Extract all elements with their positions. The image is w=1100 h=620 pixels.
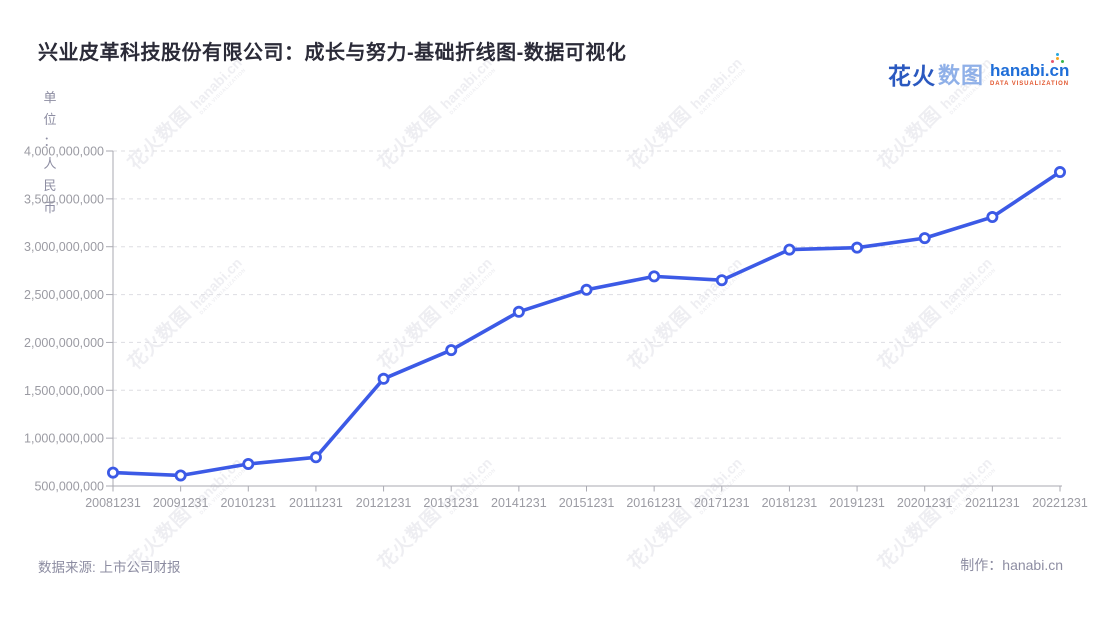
y-tick-label: 1,000,000,000	[24, 432, 104, 446]
y-tick-label: 3,000,000,000	[24, 240, 104, 254]
data-point-20221231[interactable]	[1054, 166, 1067, 179]
line-series	[111, 170, 1062, 478]
x-tick-label: 20151231	[559, 496, 615, 510]
data-point-20121231[interactable]	[377, 372, 390, 385]
x-tick-label: 20221231	[1032, 496, 1088, 510]
logo-wordmark: hanabi.cn DATA VISUALIZATION	[990, 56, 1070, 87]
sparkle-icon	[1056, 56, 1060, 60]
y-tick-label: 2,500,000,000	[24, 288, 104, 302]
credit-label: 制作：hanabi.cn	[960, 557, 1063, 573]
y-axis-unit-char: 单	[43, 90, 57, 105]
x-tick-label: 20091231	[153, 496, 209, 510]
x-tick-label: 20131231	[423, 496, 479, 510]
logo-text-cn-primary: 花火	[888, 63, 936, 89]
y-tick-label: 2,000,000,000	[24, 336, 104, 350]
logo-domain-text: hanabi.cn	[990, 60, 1070, 80]
y-tick-label: 3,500,000,000	[24, 192, 104, 206]
y-axis-unit-char: ：	[43, 134, 57, 149]
y-axis-unit-char: 币	[43, 200, 57, 215]
data-point-20211231[interactable]	[986, 211, 999, 224]
logo-text-cn-secondary: 数图	[938, 63, 985, 88]
data-source-label: 数据来源: 上市公司财报	[38, 560, 181, 575]
x-tick-label: 20181231	[762, 496, 818, 510]
y-tick-label: 4,000,000,000	[24, 145, 104, 159]
x-tick-label: 20191231	[829, 496, 885, 510]
chart-title: 兴业皮革科技股份有限公司：成长与努力-基础折线图-数据可视化	[38, 42, 627, 64]
logo-subtitle: DATA VISUALIZATION	[990, 80, 1069, 87]
data-point-20171231[interactable]	[715, 274, 728, 287]
data-point-20091231[interactable]	[174, 469, 187, 482]
data-point-20181231[interactable]	[783, 243, 796, 256]
data-point-20161231[interactable]	[648, 270, 661, 283]
x-tick-label: 20081231	[85, 496, 141, 510]
x-tick-label: 20111231	[289, 496, 343, 510]
x-tick-label: 20101231	[220, 496, 276, 510]
data-point-20101231[interactable]	[242, 457, 255, 470]
data-point-20151231[interactable]	[580, 283, 593, 296]
logo-text-hanabi: hanabi.cn	[990, 56, 1070, 80]
y-axis-unit-char: 位	[43, 112, 57, 127]
x-tick-label: 20141231	[491, 496, 547, 510]
y-axis-unit-char: 民	[43, 178, 57, 193]
hanabi-logo: 花火 数图 hanabi.cn DATA VISUALIZATION	[888, 56, 1070, 91]
data-point-20201231[interactable]	[918, 232, 931, 245]
y-axis-unit-char: 人	[43, 156, 57, 171]
data-point-20141231[interactable]	[512, 305, 525, 318]
x-tick-label: 20211231	[965, 496, 1020, 510]
y-axis-unit-label: 单位 ： 人民币	[41, 87, 59, 219]
x-tick-label: 20161231	[626, 496, 682, 510]
x-tick-label: 20171231	[694, 496, 750, 510]
data-point-20081231[interactable]	[107, 466, 120, 479]
data-point-20191231[interactable]	[851, 241, 864, 254]
x-tick-label: 20121231	[356, 496, 412, 510]
y-tick-label: 500,000,000	[34, 480, 104, 494]
x-tick-label: 20201231	[897, 496, 953, 510]
y-tick-label: 1,500,000,000	[24, 384, 104, 398]
data-point-20131231[interactable]	[445, 344, 458, 357]
data-point-20111231[interactable]	[309, 451, 322, 464]
